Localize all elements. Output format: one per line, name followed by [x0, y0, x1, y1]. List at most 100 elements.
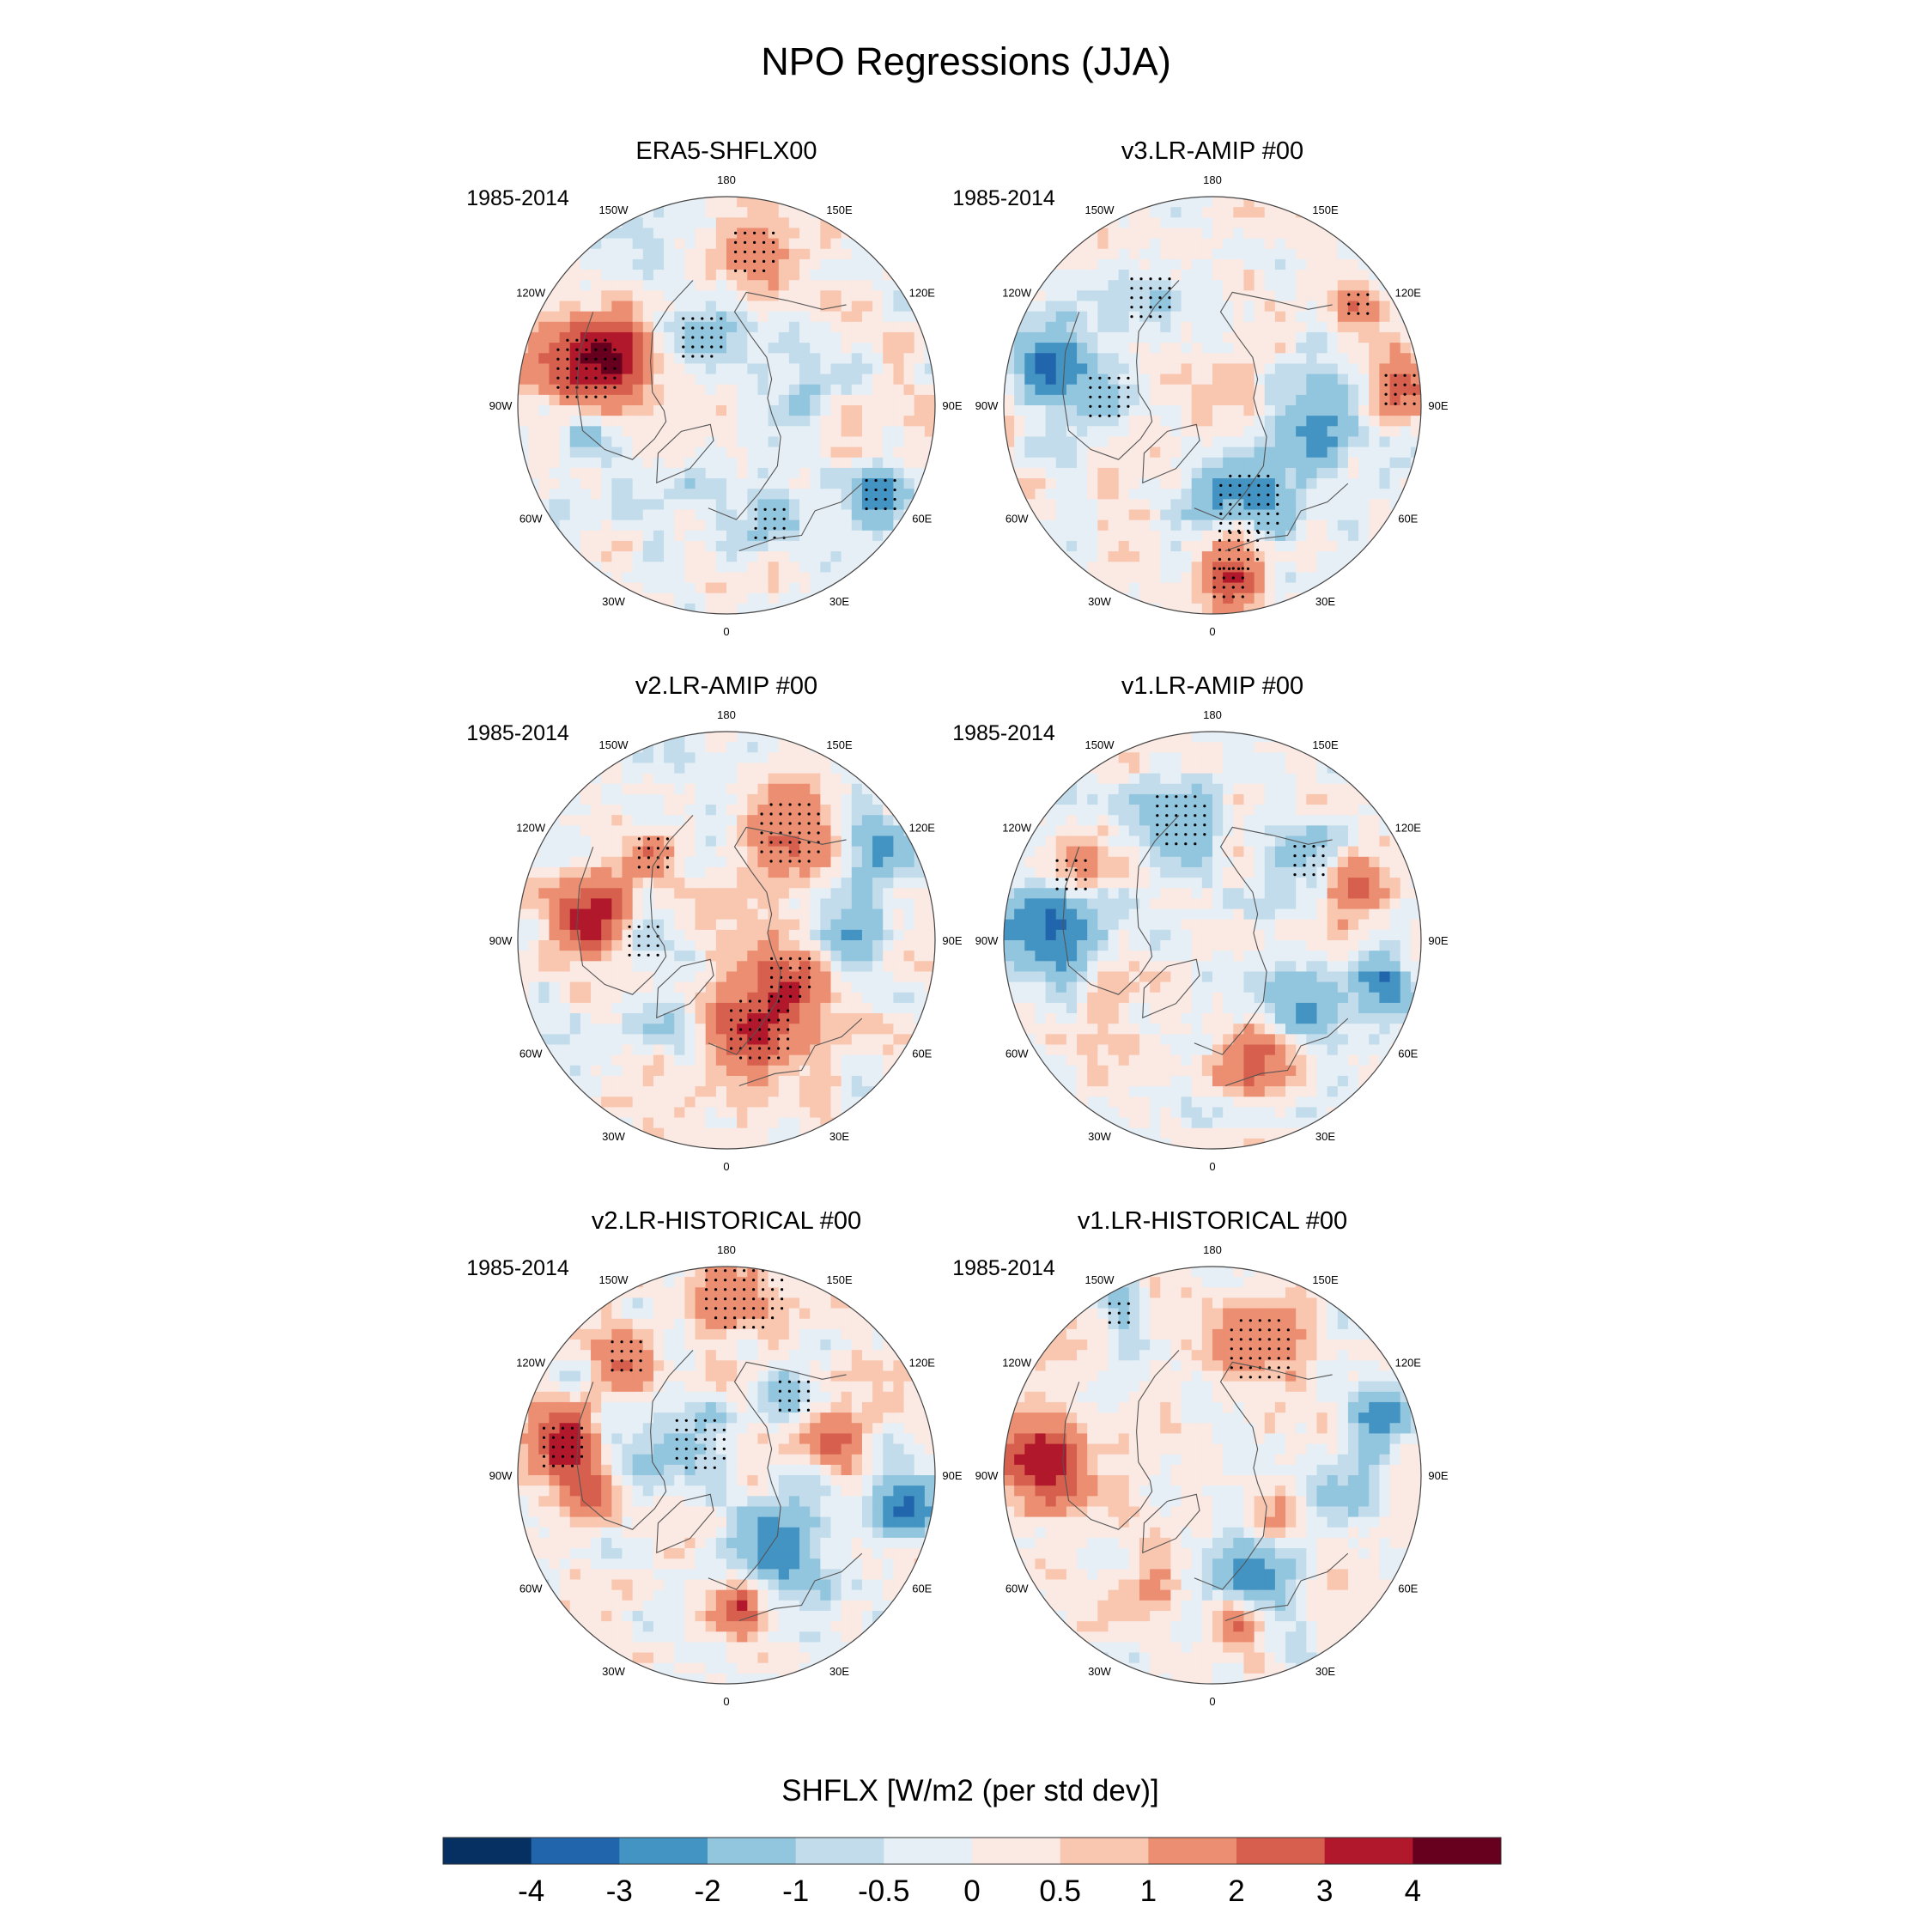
- field-cell: [632, 1044, 644, 1056]
- field-cell: [1170, 197, 1182, 208]
- field-cell: [632, 363, 644, 375]
- field-cell: [1118, 238, 1130, 250]
- field-cell: [872, 805, 884, 816]
- field-cell: [642, 773, 654, 785]
- field-cell: [1087, 961, 1098, 973]
- field-cell: [632, 467, 644, 479]
- field-cell: [1077, 374, 1088, 386]
- field-cell: [788, 603, 800, 614]
- field-cell: [1285, 394, 1297, 406]
- field-cell: [1274, 405, 1286, 416]
- field-cell: [726, 603, 738, 614]
- field-cell: [1066, 301, 1078, 313]
- field-cell: [1233, 270, 1245, 281]
- stipple-dot: [637, 856, 641, 860]
- stipple-dot: [799, 994, 802, 998]
- field-cell: [1160, 248, 1171, 260]
- stipple-dot: [637, 925, 641, 928]
- field-cell: [893, 971, 905, 983]
- field-cell: [1139, 898, 1151, 910]
- field-cell: [841, 805, 853, 816]
- field-cell: [820, 384, 832, 396]
- field-cell: [893, 1065, 905, 1077]
- field-cell: [1264, 270, 1276, 281]
- field-cell: [1160, 363, 1171, 375]
- field-cell: [1014, 992, 1025, 1004]
- field-cell: [726, 1086, 738, 1097]
- field-cell: [883, 374, 894, 386]
- field-cell: [549, 898, 561, 910]
- stipple-dot: [1366, 302, 1370, 306]
- field-cell: [830, 478, 842, 489]
- field-cell: [549, 384, 561, 396]
- field-cell: [851, 825, 863, 837]
- field-cell: [569, 971, 581, 983]
- field-cell: [1150, 878, 1161, 889]
- field-cell: [778, 1086, 790, 1097]
- field-cell: [715, 499, 727, 511]
- field-cell: [1389, 489, 1401, 500]
- field-cell: [1201, 258, 1213, 270]
- stipple-dot: [1098, 395, 1102, 398]
- field-cell: [664, 940, 675, 951]
- stipple-dot: [788, 860, 792, 863]
- field-cell: [591, 331, 602, 343]
- field-cell: [893, 1013, 905, 1024]
- field-cell: [684, 248, 696, 260]
- field-cell: [1045, 856, 1057, 868]
- field-cell: [591, 509, 602, 521]
- stipple-dot: [1257, 502, 1261, 507]
- field-cell: [1150, 530, 1161, 542]
- field-cell: [518, 394, 529, 406]
- field-cell: [1077, 530, 1088, 542]
- field-cell: [841, 929, 853, 941]
- field-cell: [1379, 530, 1391, 542]
- field-cell: [1160, 773, 1171, 785]
- field-cell: [664, 353, 675, 364]
- field-cell: [580, 311, 592, 323]
- field-cell: [861, 394, 873, 406]
- field-cell: [861, 405, 873, 416]
- stipple-dot: [1108, 395, 1111, 398]
- field-cell: [1108, 416, 1120, 427]
- field-cell: [632, 908, 644, 920]
- field-cell: [611, 951, 623, 962]
- field-cell: [1108, 321, 1120, 333]
- field-cell: [1128, 353, 1140, 364]
- field-cell: [632, 280, 644, 291]
- field-cell: [601, 1034, 612, 1046]
- field-cell: [768, 290, 780, 302]
- field-cell: [778, 929, 790, 941]
- field-cell: [632, 509, 644, 521]
- field-cell: [1264, 217, 1276, 229]
- field-cell: [778, 530, 790, 542]
- field-cell: [1055, 405, 1067, 416]
- field-cell: [768, 1034, 780, 1046]
- field-cell: [642, 436, 654, 448]
- field-cell: [1087, 353, 1098, 364]
- field-cell: [528, 971, 539, 983]
- field-cell: [642, 815, 654, 826]
- field-cell: [861, 961, 873, 973]
- stipple-dot: [566, 395, 569, 398]
- field-cell: [1296, 592, 1307, 605]
- field-cell: [632, 562, 644, 573]
- field-cell: [810, 992, 821, 1004]
- field-cell: [1150, 331, 1161, 343]
- field-cell: [903, 919, 915, 931]
- field-cell: [674, 519, 685, 532]
- field-cell: [788, 228, 800, 240]
- field-cell: [851, 1054, 863, 1066]
- field-cell: [1087, 363, 1098, 375]
- field-cell: [684, 238, 696, 250]
- field-cell: [1035, 992, 1047, 1004]
- field-cell: [674, 582, 685, 594]
- field-cell: [1024, 1013, 1036, 1024]
- field-cell: [737, 815, 748, 826]
- field-cell: [664, 394, 675, 406]
- field-cell: [1201, 478, 1213, 489]
- field-cell: [851, 353, 863, 364]
- field-cell: [705, 742, 717, 753]
- field-cell: [632, 551, 644, 562]
- field-cell: [1223, 301, 1234, 313]
